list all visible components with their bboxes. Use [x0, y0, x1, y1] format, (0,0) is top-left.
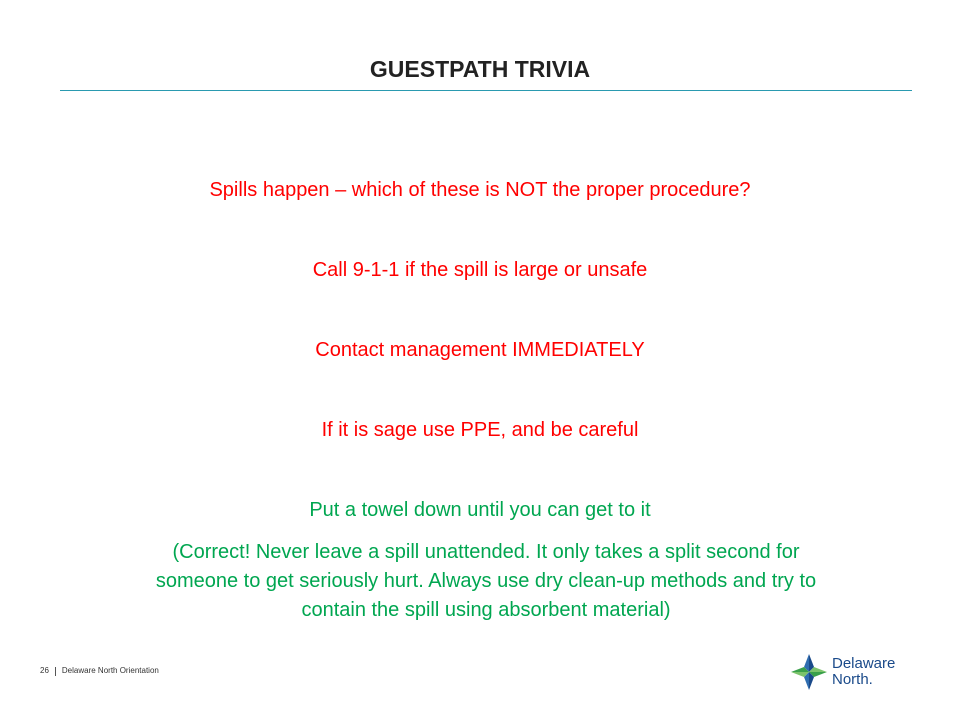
page-number: 26: [40, 666, 49, 675]
footer-text: Delaware North Orientation: [61, 666, 159, 675]
explanation-line-1: (Correct! Never leave a spill unattended…: [172, 541, 800, 563]
logo-line-2: North.: [832, 671, 873, 688]
option-2: Contact management IMMEDIATELY: [315, 339, 645, 361]
footer-separator: [54, 667, 56, 676]
title-divider: [60, 90, 912, 91]
slide-footer: 26 Delaware North Orientation: [40, 666, 159, 676]
delaware-north-star-icon: [791, 654, 827, 690]
logo-wordmark: Delaware North.: [832, 656, 895, 688]
question-text: Spills happen – which of these is NOT th…: [209, 179, 751, 201]
option-4-correct: Put a towel down until you can get to it: [309, 499, 651, 521]
logo-line-1: Delaware: [832, 655, 896, 672]
option-3: If it is sage use PPE, and be careful: [321, 419, 639, 441]
option-1: Call 9-1-1 if the spill is large or unsa…: [312, 259, 648, 281]
answer-explanation: (Correct! Never leave a spill unattended…: [60, 538, 912, 625]
explanation-line-2: someone to get seriously hurt. Always us…: [155, 570, 817, 592]
explanation-line-3: contain the spill using absorbent materi…: [301, 599, 671, 621]
slide-title: GUESTPATH TRIVIA: [369, 56, 591, 82]
delaware-north-logo: Delaware North.: [790, 652, 910, 692]
